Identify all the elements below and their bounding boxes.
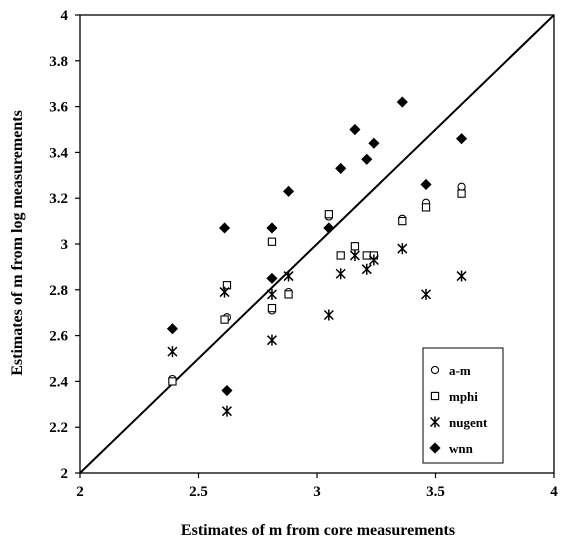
legend-label-a-m: a-m — [449, 363, 471, 378]
y-tick-label: 2.4 — [49, 374, 68, 390]
data-point-mphi — [324, 210, 333, 219]
y-tick-label: 3.2 — [49, 191, 68, 207]
data-point-wnn — [396, 96, 408, 108]
legend-label-wnn: wnn — [449, 441, 474, 456]
reference-line — [79, 14, 555, 474]
y-tick-label: 2.6 — [49, 329, 68, 345]
data-point-mphi — [220, 315, 229, 324]
data-point-nugent — [349, 249, 360, 261]
data-point-nugent — [221, 405, 232, 417]
x-tick-label: 3 — [313, 484, 321, 500]
data-point-nugent — [361, 263, 372, 275]
y-tick-label: 3.6 — [49, 100, 68, 116]
data-point-mphi — [421, 203, 431, 212]
data-point-nugent — [167, 346, 178, 358]
y-tick-label: 3.8 — [49, 54, 68, 70]
data-point-wnn — [282, 185, 295, 197]
y-tick-label: 2.2 — [49, 420, 68, 436]
y-tick-label: 4 — [61, 8, 69, 24]
data-point-mphi — [457, 189, 466, 198]
x-tick-label: 2 — [76, 484, 84, 500]
data-point-mphi — [168, 377, 177, 386]
data-point-wnn — [361, 153, 373, 165]
data-point-mphi — [267, 237, 277, 246]
data-point-nugent — [266, 288, 278, 300]
data-point-wnn — [368, 137, 380, 149]
data-point-wnn — [323, 222, 335, 234]
y-tick-label: 3.4 — [49, 145, 68, 161]
y-tick-label: 3 — [61, 237, 69, 253]
data-point-nugent — [283, 270, 294, 282]
legend-label-nugent: nugent — [449, 415, 488, 430]
legend-marker-nugent — [429, 416, 441, 428]
data-point-mphi — [336, 251, 345, 260]
x-axis-title: Estimates of m from core measurements — [181, 522, 455, 539]
data-point-wnn — [266, 222, 278, 234]
data-point-wnn — [166, 323, 178, 335]
data-point-wnn — [335, 162, 347, 174]
data-point-nugent — [397, 243, 408, 255]
legend-marker-a-m — [430, 365, 440, 375]
data-point-mphi — [398, 216, 407, 226]
data-point-nugent — [335, 268, 346, 280]
data-point-nugent — [456, 270, 467, 282]
data-point-nugent — [368, 254, 379, 266]
data-point-nugent — [420, 288, 432, 300]
data-point-wnn — [219, 222, 231, 234]
legend-label-mphi: mphi — [449, 389, 478, 404]
data-point-mphi — [362, 251, 371, 260]
x-tick-label: 3.5 — [426, 484, 445, 500]
y-tick-label: 2.8 — [49, 283, 68, 299]
data-point-nugent — [219, 286, 230, 298]
data-point-mphi — [284, 290, 293, 299]
data-point-wnn — [266, 272, 278, 284]
y-axis-title: Estimates of m from log measurements — [9, 110, 26, 376]
legend-marker-wnn — [429, 442, 441, 454]
data-point-nugent — [266, 334, 278, 346]
data-point-wnn — [221, 384, 233, 397]
y-tick-label: 2 — [61, 466, 69, 482]
data-point-a-m — [457, 182, 466, 191]
data-point-wnn — [420, 178, 432, 191]
data-point-mphi — [267, 303, 277, 313]
data-point-wnn — [456, 133, 468, 145]
x-tick-label: 4 — [550, 484, 558, 500]
legend-marker-mphi — [430, 391, 440, 401]
data-point-nugent — [323, 309, 334, 321]
data-point-mphi — [350, 242, 360, 251]
x-tick-label: 2.5 — [189, 484, 208, 500]
data-point-wnn — [349, 123, 361, 136]
